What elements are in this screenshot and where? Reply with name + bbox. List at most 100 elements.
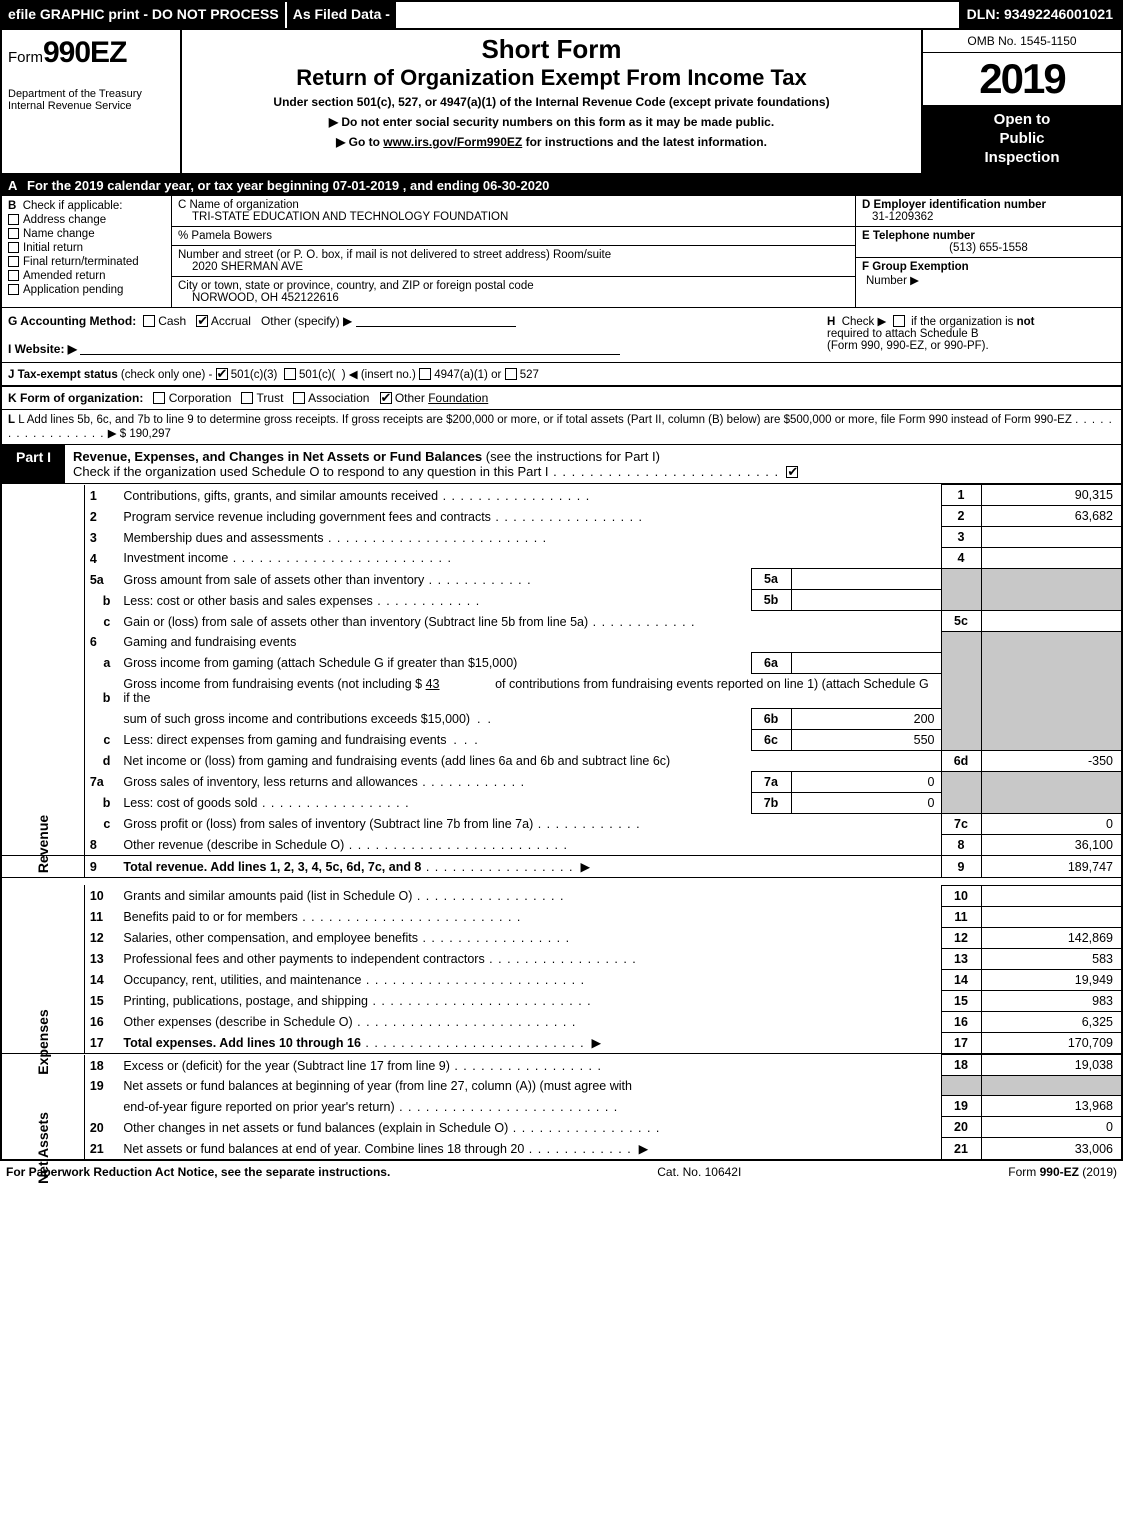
ln-11-rno: 11	[941, 906, 981, 927]
ln-17-desc: Total expenses. Add lines 10 through 16 …	[118, 1032, 941, 1054]
ln-15-rno: 15	[941, 990, 981, 1011]
ln-6a-no: a	[84, 652, 118, 673]
l-arrow: ▶ $	[108, 428, 126, 440]
ln-17-rval: 170,709	[981, 1032, 1121, 1054]
ln-5c-rval	[981, 611, 1121, 632]
checkbox-icon[interactable]	[8, 256, 19, 267]
g-other-line[interactable]	[356, 315, 516, 327]
checkbox-other[interactable]	[380, 392, 392, 404]
ln-15-rval: 983	[981, 990, 1121, 1011]
row-3: 3 Membership dues and assessments 3	[2, 527, 1121, 548]
ln-6d-no: d	[84, 750, 118, 771]
checkbox-icon[interactable]	[8, 228, 19, 239]
ln-11-rval	[981, 906, 1121, 927]
short-form-title: Short Form	[188, 34, 915, 65]
ln-19-text-b: end-of-year figure reported on prior yea…	[123, 1100, 394, 1114]
foot-left: For Paperwork Reduction Act Notice, see …	[6, 1165, 390, 1179]
row-19a: 19 Net assets or fund balances at beginn…	[2, 1076, 1121, 1096]
ln-12-text: Salaries, other compensation, and employ…	[123, 931, 418, 945]
ln-5a-mno: 5a	[751, 569, 791, 590]
checkbox-4947[interactable]	[419, 368, 431, 380]
ln-7b-mno: 7b	[751, 792, 791, 813]
ln-19-desc-a: Net assets or fund balances at beginning…	[118, 1076, 941, 1096]
ck-amended: Amended return	[8, 270, 165, 282]
ln-18-no: 18	[84, 1055, 118, 1076]
ln-7b-desc: Less: cost of goods sold	[118, 792, 751, 813]
ln-19-rno: 19	[941, 1096, 981, 1117]
checkbox-icon[interactable]	[8, 270, 19, 281]
checkbox-cash[interactable]	[143, 315, 155, 327]
ln-5a-mval	[791, 569, 941, 590]
ln-12-no: 12	[84, 927, 118, 948]
omb-number: OMB No. 1545-1150	[923, 30, 1121, 53]
website-line[interactable]	[80, 343, 620, 355]
expenses-rot-text: Expenses	[35, 1006, 51, 1078]
ln-17-text: Total expenses. Add lines 10 through 16	[123, 1036, 361, 1050]
ln-8-rno: 8	[941, 834, 981, 855]
checkbox-icon[interactable]	[8, 284, 19, 295]
e-block: E Telephone number (513) 655-1558	[856, 227, 1121, 258]
row-1: Revenue 1 Contributions, gifts, grants, …	[2, 485, 1121, 506]
checkbox-h[interactable]	[893, 315, 905, 327]
ln-10-no: 10	[84, 885, 118, 906]
checkbox-527[interactable]	[505, 368, 517, 380]
ln-6-no: 6	[84, 632, 118, 653]
row-j: J Tax-exempt status (check only one) - 5…	[2, 363, 1121, 387]
ln-19-rval: 13,968	[981, 1096, 1121, 1117]
row-17: 17 Total expenses. Add lines 10 through …	[2, 1032, 1121, 1054]
main-table: Revenue 1 Contributions, gifts, grants, …	[2, 484, 1121, 1159]
row-11: 11 Benefits paid to or for members 11	[2, 906, 1121, 927]
ln-18-desc: Excess or (deficit) for the year (Subtra…	[118, 1055, 941, 1076]
ln-6-rno-grey	[941, 632, 981, 653]
ck-initial: Initial return	[8, 242, 165, 254]
checkbox-trust[interactable]	[241, 392, 253, 404]
ln-1-text: Contributions, gifts, grants, and simila…	[123, 489, 438, 503]
topbar-spacer	[396, 2, 959, 28]
ln-4-no: 4	[84, 548, 118, 569]
d-val: 31-1209362	[862, 211, 1115, 223]
ln-5b-mval	[791, 590, 941, 611]
ln-6b2-rval-grey	[981, 708, 1121, 729]
checkbox-corp[interactable]	[153, 392, 165, 404]
ln-4-desc: Investment income	[118, 548, 941, 569]
dept-treasury: Department of the Treasury	[8, 88, 174, 100]
ln-5a-desc: Gross amount from sale of assets other t…	[118, 569, 751, 590]
ln-20-text: Other changes in net assets or fund bala…	[123, 1121, 508, 1135]
ln-13-desc: Professional fees and other payments to …	[118, 948, 941, 969]
checkbox-assoc[interactable]	[293, 392, 305, 404]
c-addr: Number and street (or P. O. box, if mail…	[172, 246, 855, 277]
ln-6a-mno: 6a	[751, 652, 791, 673]
checkbox-accrual[interactable]	[196, 315, 208, 327]
ln-21-arrow: ▶	[639, 1142, 649, 1156]
ln-6d-rno: 6d	[941, 750, 981, 771]
netassets-rot-text: Net Assets	[35, 1112, 51, 1184]
ln-6b-desc2: sum of such gross income and contributio…	[118, 708, 751, 729]
checkbox-part1[interactable]	[786, 466, 798, 478]
ln-12-rno: 12	[941, 927, 981, 948]
checkbox-501c[interactable]	[284, 368, 296, 380]
l-text: L Add lines 5b, 6c, and 7b to line 9 to …	[18, 414, 1072, 426]
ln-6b2-no	[84, 708, 118, 729]
ln-10-text: Grants and similar amounts paid (list in…	[123, 889, 412, 903]
k-assoc: Association	[308, 391, 369, 405]
c-city-val: NORWOOD, OH 452122616	[178, 292, 849, 304]
irs-link[interactable]: www.irs.gov/Form990EZ	[383, 135, 522, 149]
ln-7b-mval: 0	[791, 792, 941, 813]
k-other: Other	[395, 391, 425, 405]
k-corp: Corporation	[169, 391, 232, 405]
ln-20-rno: 20	[941, 1117, 981, 1138]
ln-17-no: 17	[84, 1032, 118, 1054]
ln-10-desc: Grants and similar amounts paid (list in…	[118, 885, 941, 906]
checkbox-icon[interactable]	[8, 242, 19, 253]
d-lbl: D Employer identification number	[862, 199, 1046, 211]
checkbox-501c3[interactable]	[216, 368, 228, 380]
ln-20-no: 20	[84, 1117, 118, 1138]
ln-19-rval-grey	[981, 1076, 1121, 1096]
row-9: 9 Total revenue. Add lines 1, 2, 3, 4, 5…	[2, 855, 1121, 877]
e-val: (513) 655-1558	[862, 242, 1115, 254]
ln-5b-rno-grey	[941, 590, 981, 611]
ln-6a-mval	[791, 652, 941, 673]
row-14: 14 Occupancy, rent, utilities, and maint…	[2, 969, 1121, 990]
ln-6a-desc: Gross income from gaming (attach Schedul…	[118, 652, 751, 673]
checkbox-icon[interactable]	[8, 214, 19, 225]
